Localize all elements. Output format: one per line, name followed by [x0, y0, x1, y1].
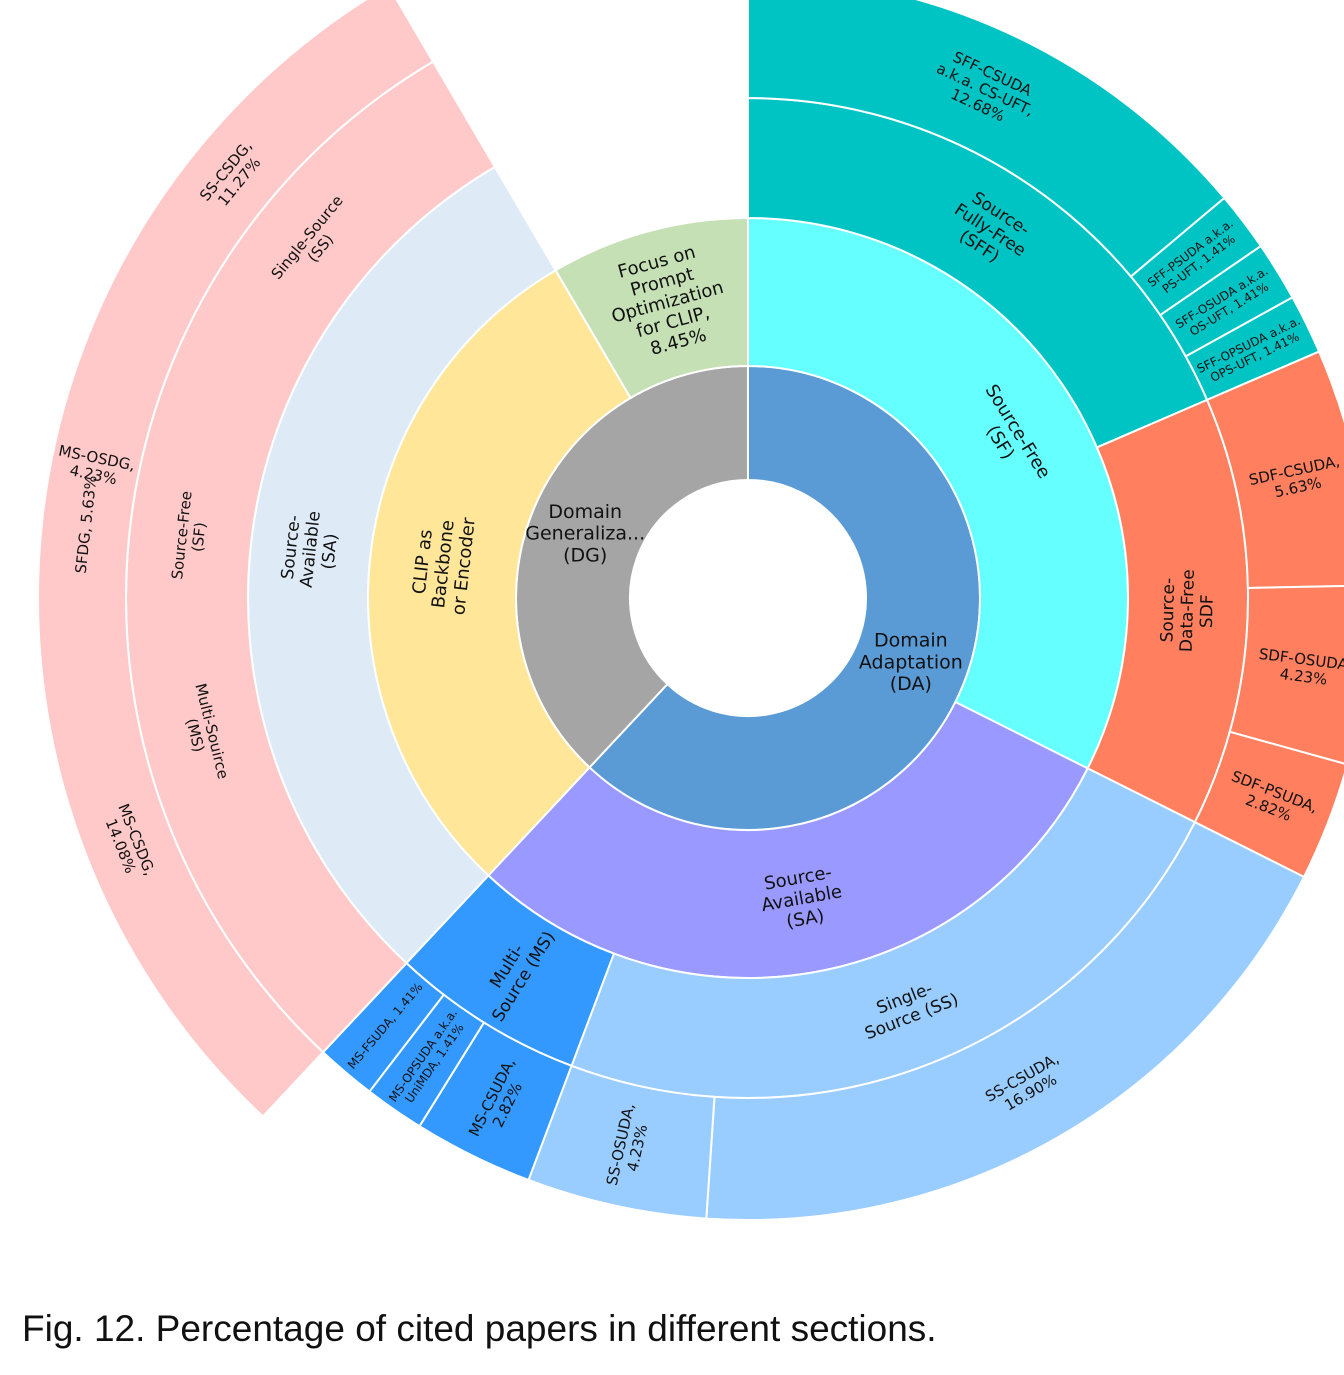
label-line: (SF): [188, 521, 209, 553]
label-line: Domain: [548, 500, 622, 522]
sunburst-chart: Domain Adaptation (DA)Domain Generaliza...(…: [37, 0, 1344, 1221]
figure-caption: Fig. 12. Percentage of cited papers in d…: [22, 1308, 937, 1349]
label-line: Generaliza...: [525, 522, 645, 544]
label-line: Adaptation: [859, 651, 963, 673]
label-line: SDF: [1197, 594, 1218, 628]
label-line: Source-: [1157, 578, 1179, 643]
label-line: Domain: [874, 629, 948, 651]
label-ms-osdg: MS-OSDG,4.23%: [54, 441, 137, 491]
sunburst-segments: [37, 0, 1344, 1221]
label-da: Domain Adaptation (DA): [859, 629, 963, 695]
label-line: (DA): [890, 673, 932, 695]
label-dg: Domain Generaliza... (DG): [525, 500, 645, 566]
label-sdf: Source-Data-FreeSDF: [1157, 568, 1218, 652]
label-line: Data-Free: [1177, 569, 1199, 652]
label-line: (SA): [318, 533, 342, 571]
segment-sfdg: [37, 0, 435, 1118]
label-line: (DG): [563, 544, 607, 566]
label-line: 4.23%: [1279, 664, 1329, 688]
